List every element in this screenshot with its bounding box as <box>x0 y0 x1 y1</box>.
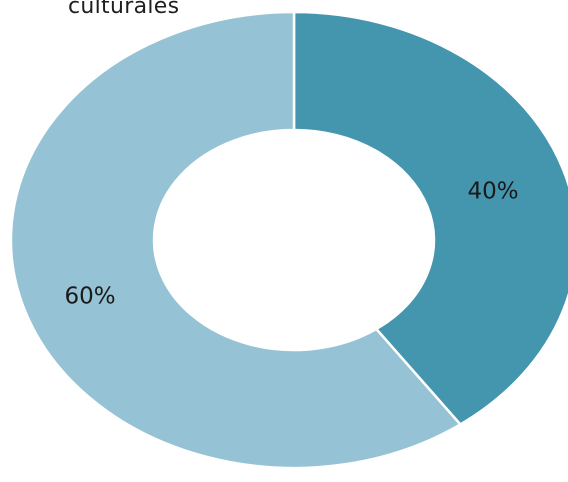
slice-1-label: 40% <box>467 179 518 205</box>
chart-title: culturales <box>68 0 180 19</box>
labels-layer: 40% 60% <box>64 179 518 310</box>
slice-2 <box>9 10 463 470</box>
slice-1 <box>292 10 568 427</box>
slices-layer <box>9 10 568 470</box>
slice-2-label: 60% <box>64 284 115 310</box>
